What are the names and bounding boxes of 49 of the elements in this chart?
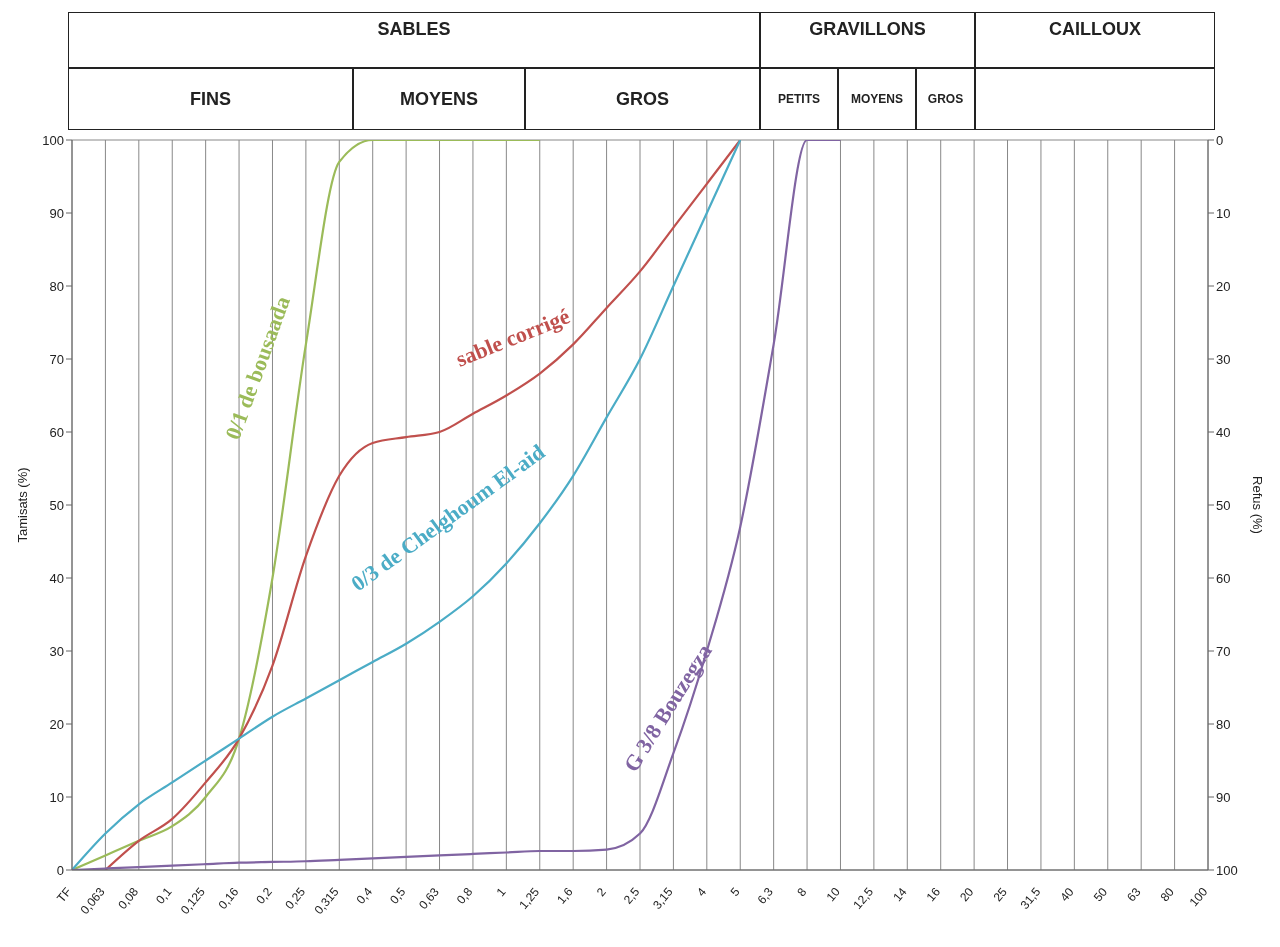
x-tick-label: 6,3 [754, 884, 777, 907]
y-tick-label: 90 [49, 205, 64, 221]
x-tick-label: 2 [593, 884, 610, 900]
y-tick-label: 70 [49, 351, 64, 367]
x-tick-label: 0,1 [153, 884, 175, 907]
y2-tick-label: 10 [1216, 205, 1231, 221]
x-tick-label: 63 [1124, 884, 1144, 905]
x-tick-label: 50 [1090, 884, 1111, 905]
x-tick-label: TF [54, 884, 75, 906]
x-tick-label: 14 [890, 884, 910, 905]
y-tick-label: 20 [49, 716, 64, 732]
y-tick-label: 10 [49, 789, 64, 805]
y2-tick-label: 50 [1216, 497, 1231, 513]
x-tick-label: 20 [957, 884, 977, 905]
x-tick-label: 0,4 [353, 884, 376, 907]
y-tick-label: 50 [49, 497, 64, 513]
x-tick-label: 1,6 [554, 884, 576, 907]
x-tick-label: 10 [823, 884, 843, 905]
x-tick-label: 2,5 [620, 884, 643, 907]
x-tick-label: 16 [923, 884, 944, 905]
y-tick-label: 60 [49, 424, 64, 440]
x-tick-label: 25 [990, 884, 1011, 905]
y2-tick-label: 70 [1216, 643, 1231, 659]
x-tick-label: 1 [493, 884, 509, 900]
y-tick-label: 80 [49, 278, 64, 294]
x-tick-label: 80 [1157, 884, 1178, 905]
y2-tick-label: 0 [1216, 132, 1224, 148]
x-tick-label: 5 [727, 884, 743, 900]
y2-tick-label: 20 [1216, 278, 1231, 294]
y2-tick-label: 100 [1216, 862, 1238, 878]
x-tick-label: 100 [1186, 884, 1211, 910]
x-tick-label: 0,5 [386, 884, 409, 907]
y2-axis-title: Refus (%) [1250, 476, 1266, 534]
x-tick-label: 8 [794, 884, 810, 900]
y-tick-label: 30 [49, 643, 64, 659]
y-axis-title: Tamisats (%) [14, 467, 30, 543]
y2-tick-label: 40 [1216, 424, 1231, 440]
y2-tick-label: 80 [1216, 716, 1231, 732]
y-tick-label: 0 [56, 862, 64, 878]
x-tick-label: 40 [1057, 884, 1077, 905]
size-class-table: SABLES GRAVILLONS CAILLOUX FINS MOYENS GROS PETITS MOYENS GROS [8, 12, 1272, 130]
x-tick-label: 4 [694, 884, 710, 900]
y-tick-label: 40 [49, 570, 64, 586]
y2-tick-label: 60 [1216, 570, 1231, 586]
y2-tick-label: 30 [1216, 351, 1231, 367]
x-tick-label: 0,8 [453, 884, 476, 907]
y-tick-label: 100 [42, 132, 64, 148]
y2-tick-label: 90 [1216, 789, 1231, 805]
x-tick-label: 0,2 [253, 884, 275, 907]
